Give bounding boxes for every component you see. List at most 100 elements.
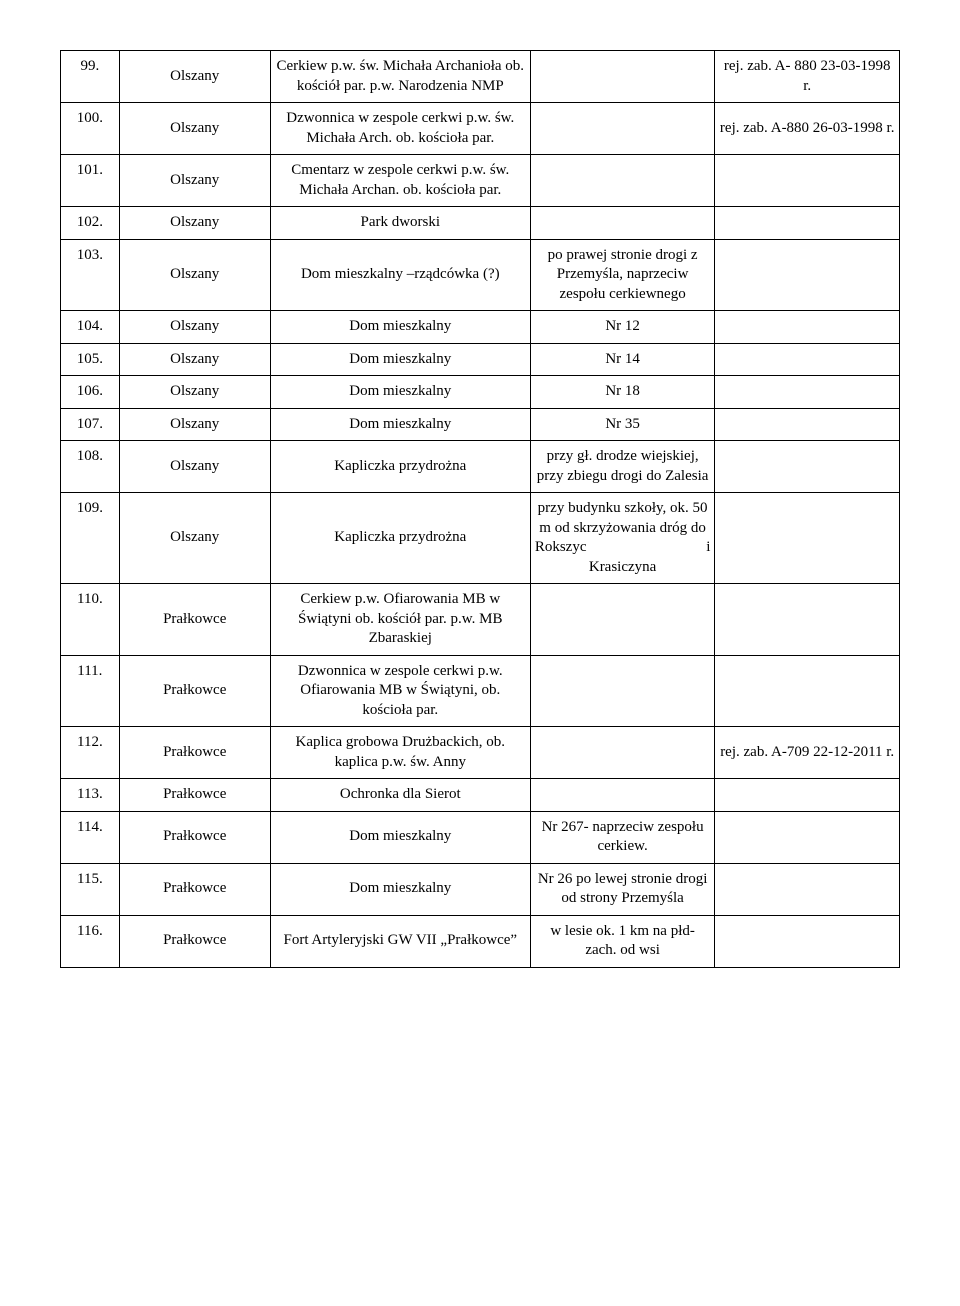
cell-number: 108. (61, 441, 120, 493)
cell-description: Dzwonnica w zespole cerkwi p.w. Ofiarowa… (270, 655, 530, 727)
table-row: 102.OlszanyPark dworski (61, 207, 900, 240)
cell-location: po prawej stronie drogi z Przemyśla, nap… (530, 239, 715, 311)
table-row: 107.OlszanyDom mieszkalnyNr 35 (61, 408, 900, 441)
cell-description: Dom mieszkalny (270, 311, 530, 344)
table-row: 113.PrałkowceOchronka dla Sierot (61, 779, 900, 812)
cell-register (715, 811, 900, 863)
heritage-table: 99.OlszanyCerkiew p.w. św. Michała Archa… (60, 50, 900, 968)
table-body: 99.OlszanyCerkiew p.w. św. Michała Archa… (61, 51, 900, 968)
cell-place: Prałkowce (119, 655, 270, 727)
cell-register (715, 408, 900, 441)
cell-place: Olszany (119, 441, 270, 493)
cell-number: 107. (61, 408, 120, 441)
cell-location: przy gł. drodze wiejskiej, przy zbiegu d… (530, 441, 715, 493)
table-row: 109.OlszanyKapliczka przydrożnaprzy budy… (61, 493, 900, 584)
cell-number: 106. (61, 376, 120, 409)
cell-number: 105. (61, 343, 120, 376)
cell-description: Cmentarz w zespole cerkwi p.w. św. Micha… (270, 155, 530, 207)
cell-number: 99. (61, 51, 120, 103)
cell-location: w lesie ok. 1 km na płd-zach. od wsi (530, 915, 715, 967)
table-row: 115.PrałkowceDom mieszkalnyNr 26 po lewe… (61, 863, 900, 915)
table-row: 101.OlszanyCmentarz w zespole cerkwi p.w… (61, 155, 900, 207)
table-row: 105.OlszanyDom mieszkalnyNr 14 (61, 343, 900, 376)
cell-place: Olszany (119, 207, 270, 240)
cell-register (715, 155, 900, 207)
table-row: 108.OlszanyKapliczka przydrożnaprzy gł. … (61, 441, 900, 493)
cell-register (715, 207, 900, 240)
cell-location: Nr 267- naprzeciw zespołu cerkiew. (530, 811, 715, 863)
cell-location (530, 103, 715, 155)
cell-place: Olszany (119, 493, 270, 584)
cell-place: Olszany (119, 155, 270, 207)
cell-description: Dom mieszkalny (270, 863, 530, 915)
table-row: 100.OlszanyDzwonnica w zespole cerkwi p.… (61, 103, 900, 155)
cell-description: Dom mieszkalny (270, 811, 530, 863)
cell-location: Nr 26 po lewej stronie drogi od strony P… (530, 863, 715, 915)
cell-place: Prałkowce (119, 915, 270, 967)
table-row: 99.OlszanyCerkiew p.w. św. Michała Archa… (61, 51, 900, 103)
cell-register (715, 493, 900, 584)
cell-number: 113. (61, 779, 120, 812)
cell-location (530, 779, 715, 812)
table-row: 111.PrałkowceDzwonnica w zespole cerkwi … (61, 655, 900, 727)
cell-description: Dom mieszkalny (270, 408, 530, 441)
cell-place: Olszany (119, 239, 270, 311)
cell-place: Olszany (119, 408, 270, 441)
table-row: 103.OlszanyDom mieszkalny –rządcówka (?)… (61, 239, 900, 311)
cell-description: Ochronka dla Sierot (270, 779, 530, 812)
cell-place: Olszany (119, 51, 270, 103)
cell-description: Kapliczka przydrożna (270, 493, 530, 584)
table-row: 104.OlszanyDom mieszkalnyNr 12 (61, 311, 900, 344)
cell-place: Prałkowce (119, 811, 270, 863)
cell-number: 103. (61, 239, 120, 311)
table-row: 116.PrałkowceFort Artyleryjski GW VII „P… (61, 915, 900, 967)
cell-place: Prałkowce (119, 727, 270, 779)
cell-number: 115. (61, 863, 120, 915)
cell-location (530, 51, 715, 103)
cell-number: 100. (61, 103, 120, 155)
cell-register (715, 779, 900, 812)
cell-location (530, 155, 715, 207)
cell-register: rej. zab. A-709 22-12-2011 r. (715, 727, 900, 779)
cell-place: Olszany (119, 103, 270, 155)
cell-description: Kaplica grobowa Drużbackich, ob. kaplica… (270, 727, 530, 779)
table-row: 110.PrałkowceCerkiew p.w. Ofiarowania MB… (61, 584, 900, 656)
table-row: 114.PrałkowceDom mieszkalnyNr 267- naprz… (61, 811, 900, 863)
cell-register (715, 584, 900, 656)
cell-description: Park dworski (270, 207, 530, 240)
cell-register (715, 441, 900, 493)
cell-number: 114. (61, 811, 120, 863)
table-row: 112.PrałkowceKaplica grobowa Drużbackich… (61, 727, 900, 779)
cell-description: Fort Artyleryjski GW VII „Prałkowce” (270, 915, 530, 967)
cell-number: 109. (61, 493, 120, 584)
cell-description: Dom mieszkalny (270, 343, 530, 376)
cell-register: rej. zab. A-880 26-03-1998 r. (715, 103, 900, 155)
cell-number: 104. (61, 311, 120, 344)
cell-register (715, 655, 900, 727)
cell-register (715, 863, 900, 915)
cell-description: Kapliczka przydrożna (270, 441, 530, 493)
cell-number: 111. (61, 655, 120, 727)
cell-register (715, 343, 900, 376)
cell-location (530, 727, 715, 779)
cell-description: Dom mieszkalny –rządcówka (?) (270, 239, 530, 311)
cell-location (530, 207, 715, 240)
cell-location (530, 655, 715, 727)
cell-location: Nr 12 (530, 311, 715, 344)
cell-place: Olszany (119, 311, 270, 344)
cell-place: Prałkowce (119, 779, 270, 812)
cell-description: Dzwonnica w zespole cerkwi p.w. św. Mich… (270, 103, 530, 155)
cell-register (715, 376, 900, 409)
cell-location: Nr 18 (530, 376, 715, 409)
cell-number: 101. (61, 155, 120, 207)
cell-description: Cerkiew p.w. św. Michała Archanioła ob. … (270, 51, 530, 103)
cell-number: 116. (61, 915, 120, 967)
cell-number: 112. (61, 727, 120, 779)
cell-description: Dom mieszkalny (270, 376, 530, 409)
cell-register (715, 239, 900, 311)
cell-location: przy budynku szkoły, ok. 50 m od skrzyżo… (530, 493, 715, 584)
cell-place: Prałkowce (119, 584, 270, 656)
cell-location: Nr 35 (530, 408, 715, 441)
cell-number: 110. (61, 584, 120, 656)
cell-location (530, 584, 715, 656)
